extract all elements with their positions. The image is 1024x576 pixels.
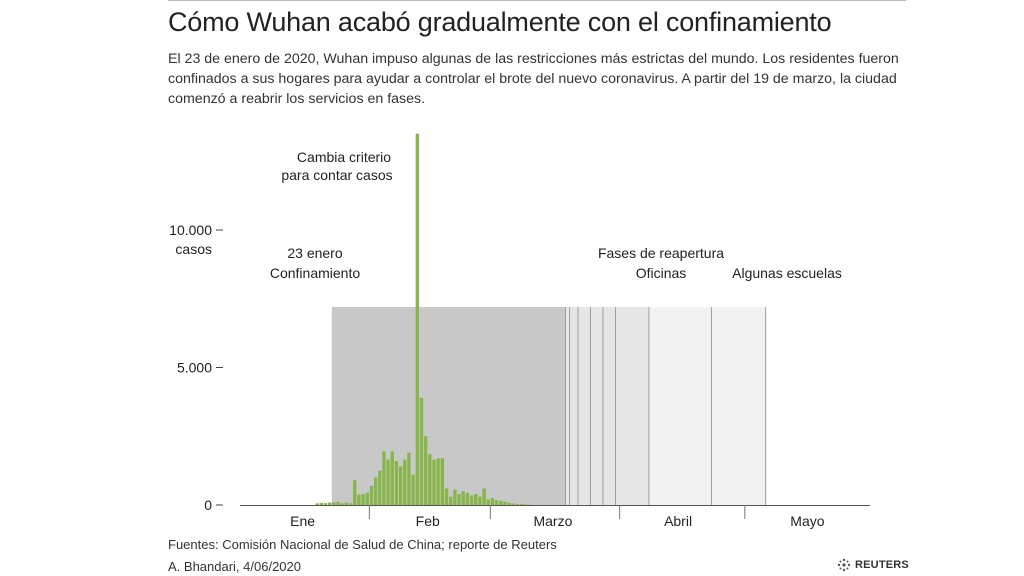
bar-2020-01-21 [323,503,328,505]
bar-2020-02-11 [411,474,415,505]
bar-2020-02-22 [457,494,461,505]
bar-2020-02-12 [415,133,419,505]
logo-text: REUTERS [855,559,909,571]
early-reopening-region [565,307,649,505]
bar-2020-02-06 [390,451,394,505]
lockdown-annotation-line1: 23 enero [287,245,342,261]
bar-2020-01-24 [336,501,340,505]
bar-2020-03-02 [494,500,499,505]
month-label-ene: Ene [290,513,315,529]
bar-2020-02-01 [369,485,374,505]
bar-2020-01-28 [353,480,357,505]
bar-2020-01-30 [361,494,365,505]
byline: A. Bhandari, 4/06/2020 [168,559,301,574]
reopening-phase-lines [564,307,767,505]
offices-annotation: Oficinas [636,265,687,281]
month-label-marzo: Marzo [533,513,572,529]
bar-2020-01-25 [340,503,344,505]
month-label-feb: Feb [416,513,440,529]
bar-2020-02-21 [453,489,457,505]
page-title: Cómo Wuhan acabó gradualmente con el con… [168,7,832,37]
bar-2020-01-29 [357,494,361,505]
bar-2020-02-24 [465,492,470,505]
schools-annotation: Algunas escuelas [732,265,842,281]
top-rule [168,0,906,1]
bar-2020-03-03 [499,500,503,505]
bar-2020-02-13 [419,397,424,505]
bar-2020-02-03 [378,470,382,505]
month-label-mayo: Mayo [790,513,824,529]
y-tick-label-10000: 10.000 [169,222,212,238]
bar-2020-01-31 [365,492,369,505]
late-reopening-region [648,307,766,505]
bar-2020-02-29 [486,499,490,505]
bar-2020-03-07 [515,503,520,505]
bar-2020-03-06 [511,503,515,505]
bar-2020-02-05 [386,459,390,505]
spike-annotation-line2: para contar casos [281,167,392,183]
reuters-dots-icon [837,558,851,572]
bar-2020-02-07 [394,461,399,505]
spike-annotation-line1: Cambia criterio [297,149,391,165]
bar-2020-02-09 [403,459,407,505]
reuters-logo: REUTERS [836,557,909,573]
bar-2020-03-05 [507,502,511,505]
y-tick-label-5000: 5.000 [177,360,212,376]
bar-2020-02-28 [482,488,486,505]
bar-2020-03-08 [519,504,524,505]
bar-2020-01-20 [319,502,324,505]
lockdown-region [331,307,566,505]
month-label-abril: Abril [664,513,692,529]
bar-2020-01-23 [332,502,336,505]
bar-2020-03-09 [524,504,528,505]
bar-2020-02-10 [407,452,411,505]
bar-2020-02-04 [382,451,386,505]
bar-2020-02-02 [373,477,378,505]
sources-note: Fuentes: Comisión Nacional de Salud de C… [168,537,557,552]
bar-2020-03-01 [490,498,495,505]
lockdown-annotation-line2: Confinamiento [270,265,360,281]
bar-2020-02-15 [428,454,432,505]
y-unit-label: casos [175,241,212,257]
bar-2020-02-08 [398,466,403,505]
lockdown-background [331,307,766,505]
bar-2020-01-22 [328,502,332,505]
bar-2020-02-26 [474,494,478,505]
page-subtitle: El 23 de enero de 2020, Wuhan impuso alg… [168,51,899,107]
bar-2020-02-19 [444,488,449,505]
bar-2020-03-04 [503,501,507,505]
bar-2020-02-20 [449,496,453,505]
bar-2020-01-26 [344,502,349,505]
bar-2020-02-16 [432,459,436,505]
bar-2020-01-19 [315,503,319,505]
reopen-annotation: Fases de reapertura [598,245,724,261]
daily-cases-bars [315,133,532,505]
bar-2020-02-25 [469,495,474,505]
axes: Ene Feb Marzo Abril Mayo 0 5.000 10.000 casos [169,222,870,529]
bar-2020-01-27 [348,503,353,505]
bar-2020-02-14 [423,436,428,505]
bar-2020-02-23 [461,491,465,505]
y-tick-label-0: 0 [204,497,212,513]
bar-2020-02-18 [440,458,445,505]
bar-2020-02-17 [436,458,440,505]
bar-2020-02-27 [478,496,482,505]
